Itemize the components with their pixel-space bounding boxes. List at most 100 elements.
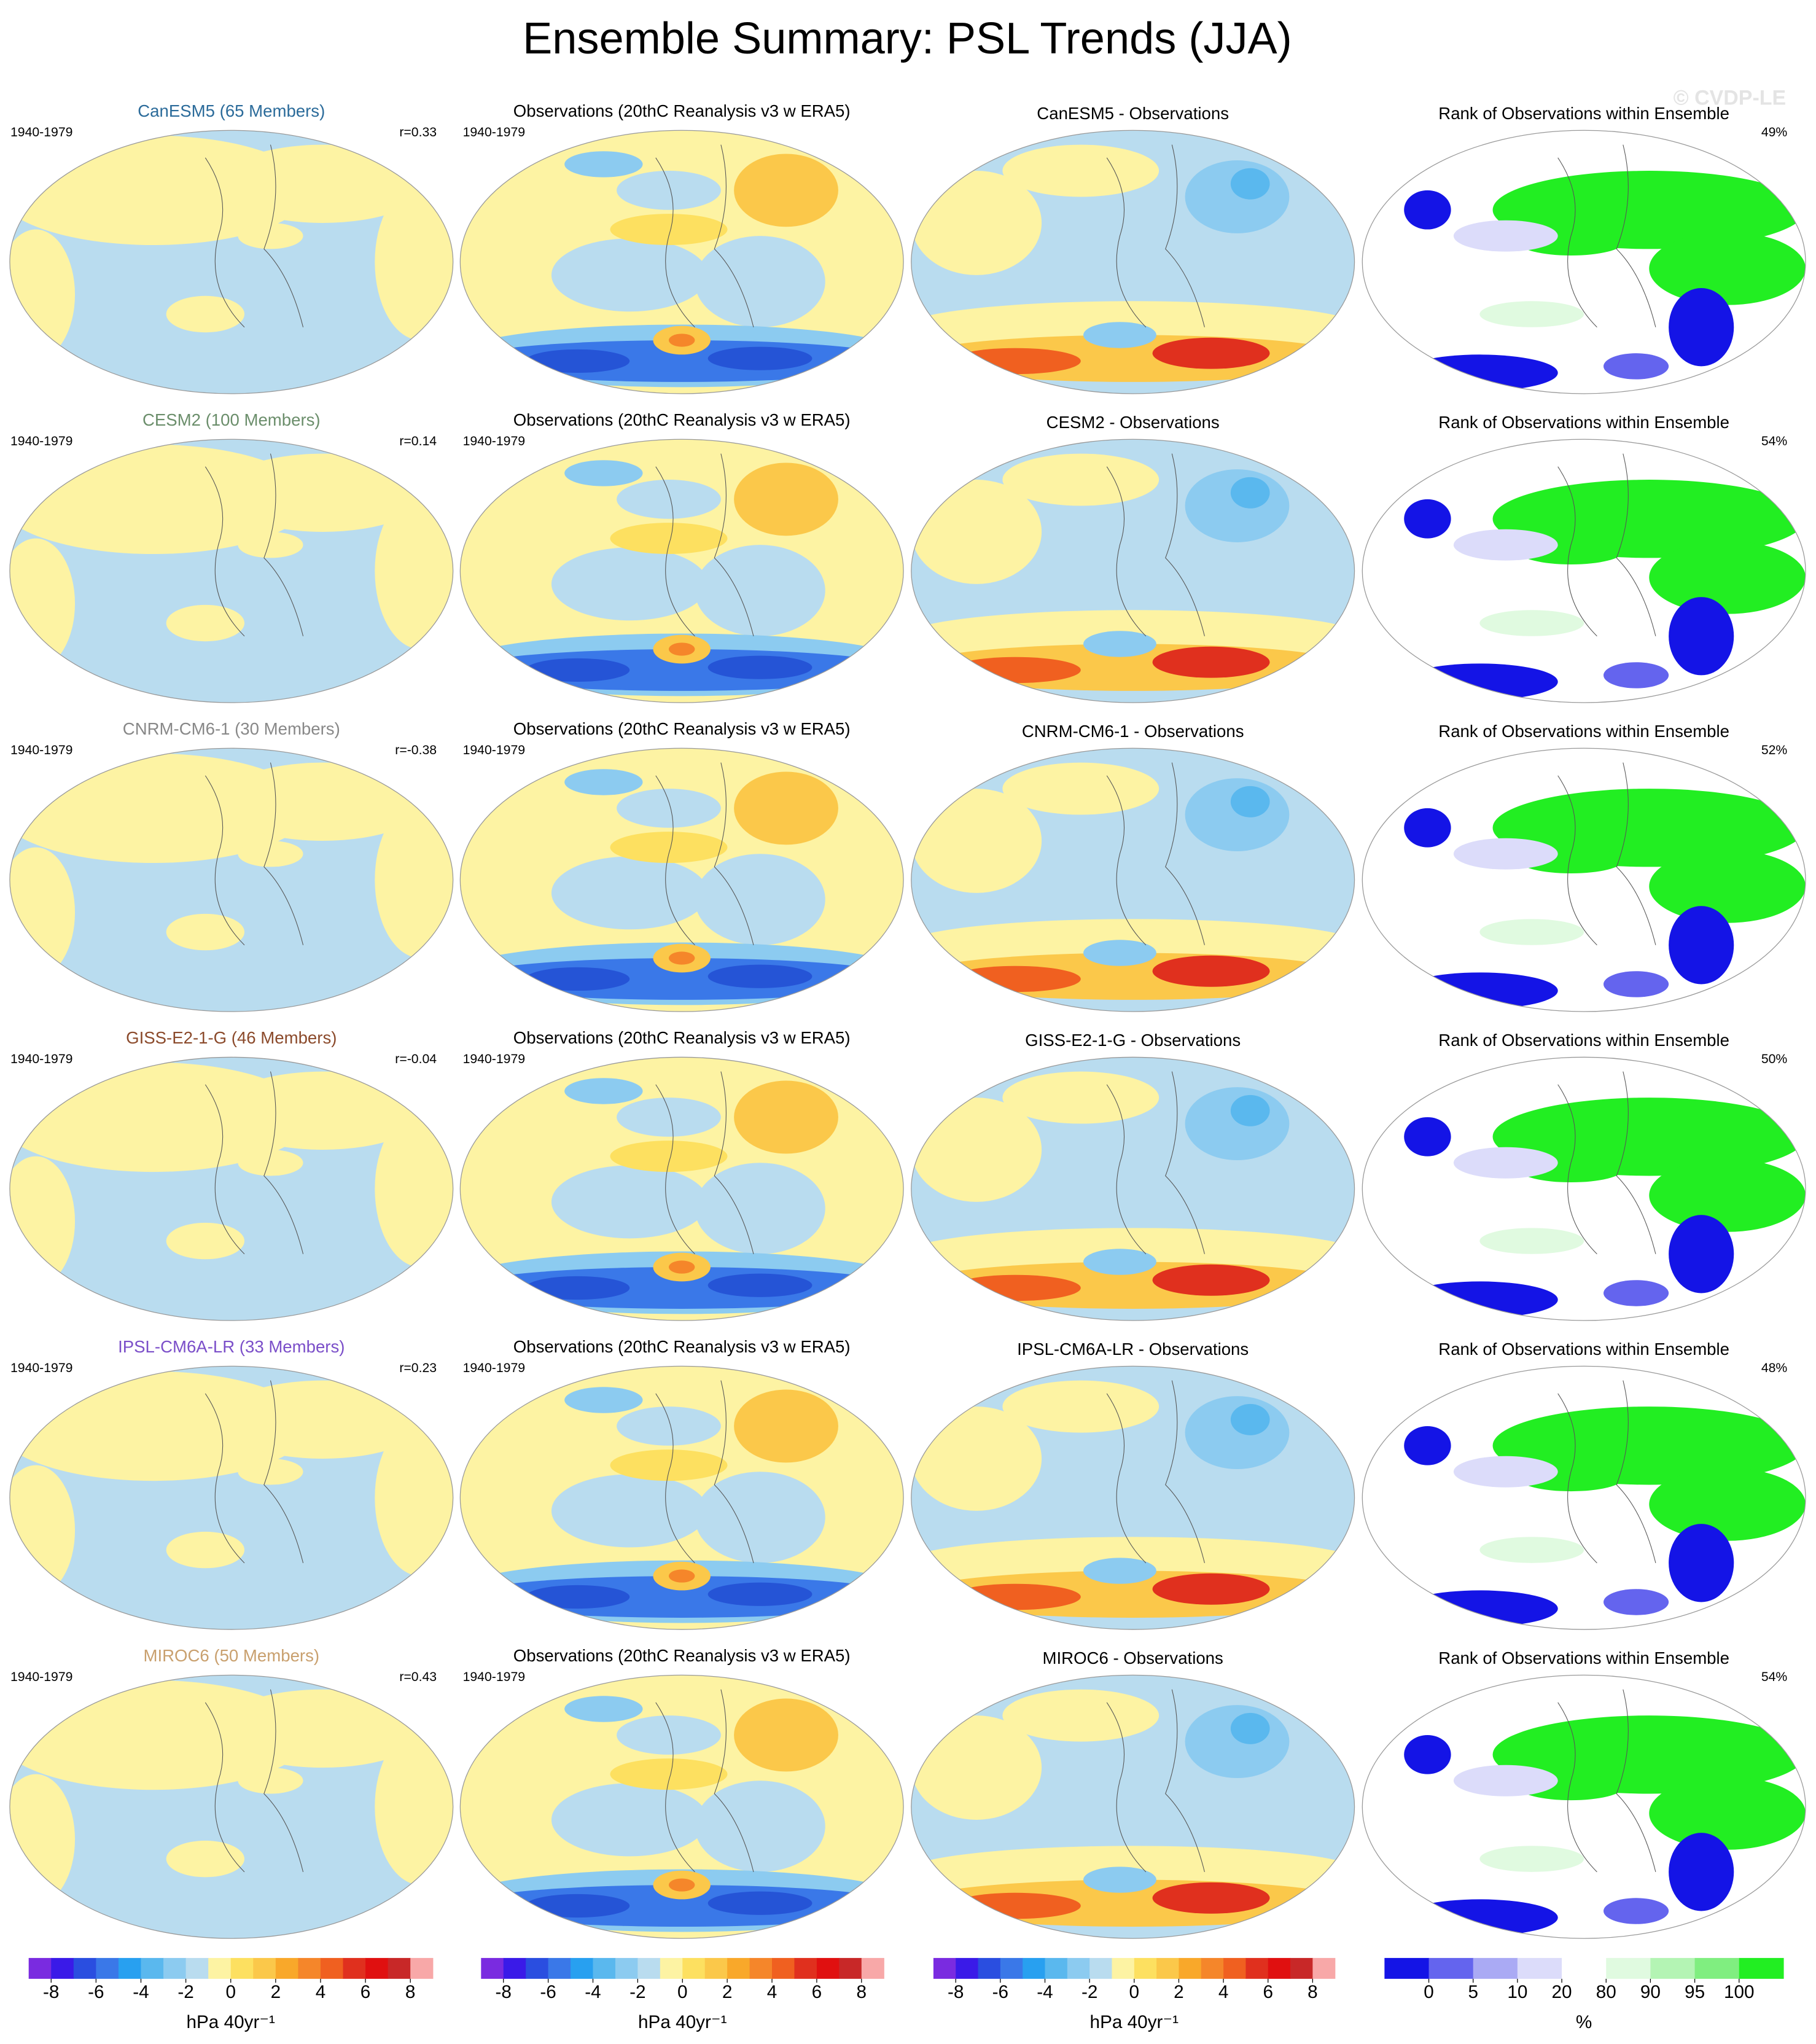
map-field	[707, 1891, 813, 1915]
map-border	[911, 439, 1355, 703]
rank-percent: 50%	[1761, 1052, 1788, 1066]
correlation-label: r=-0.38	[395, 743, 437, 757]
colorbar-box	[704, 1957, 728, 1979]
colorbar-box	[96, 1957, 119, 1979]
map-field	[1002, 453, 1159, 506]
colorbar-box	[388, 1957, 411, 1979]
coastline	[1557, 762, 1656, 946]
map-field	[1479, 1537, 1584, 1563]
colorbar-tick-label: 6	[360, 1982, 371, 2002]
map-field	[166, 913, 245, 951]
map-field	[1083, 322, 1156, 348]
colorbar-box	[503, 1957, 526, 1979]
colorbar-tick-label: 8	[857, 1982, 867, 2002]
colorbar-tick-label: -6	[992, 1982, 1008, 2002]
colorbar-tick-label: 0	[1424, 1982, 1434, 2002]
colorbar-box	[571, 1957, 594, 1979]
map-field	[238, 1768, 303, 1794]
map-field	[1185, 469, 1290, 542]
coastline	[655, 1071, 754, 1255]
colorbar-tick-label: 4	[1218, 1982, 1229, 2002]
map-field	[1404, 190, 1451, 230]
map-field	[218, 1689, 427, 1768]
map-field	[950, 1583, 1081, 1610]
period-label: 1940-1979	[10, 125, 72, 139]
map-border	[9, 747, 454, 1012]
correlation-label: r=0.43	[399, 1670, 437, 1684]
map-field	[166, 1840, 245, 1878]
map-border	[9, 439, 454, 703]
map-border	[911, 1674, 1355, 1939]
map-border	[911, 130, 1355, 394]
map-field	[375, 802, 453, 958]
map	[911, 130, 1355, 394]
map-field	[525, 349, 630, 373]
map	[9, 748, 453, 1012]
colorbar-box	[1384, 1957, 1430, 1979]
colorbar-tick-label: -2	[629, 1982, 645, 2002]
map	[911, 1366, 1355, 1630]
colorbar-box	[1562, 1957, 1607, 1979]
map-field	[551, 547, 708, 621]
colorbar-box	[481, 1957, 504, 1979]
map-border	[459, 1365, 904, 1630]
map-border	[1362, 747, 1806, 1012]
map-field	[1649, 1776, 1806, 1850]
map-field	[1401, 1281, 1558, 1318]
map-border	[9, 130, 454, 394]
panel-title: CanESM5 - Observations	[1037, 104, 1229, 123]
map-field	[238, 1150, 303, 1176]
colorbar-units: hPa 40yr⁻¹	[638, 2012, 727, 2032]
map-field	[1083, 1867, 1156, 1893]
map-field	[1479, 1228, 1584, 1254]
map-field	[1649, 1467, 1806, 1541]
colorbar-box	[1694, 1957, 1740, 1979]
map-field	[1152, 1573, 1270, 1605]
map-field	[617, 171, 721, 210]
colorbar-tick-label: 6	[1263, 1982, 1273, 2002]
map-border	[911, 1056, 1355, 1321]
map-border	[9, 1674, 454, 1939]
map-field	[9, 1774, 76, 1905]
map-border	[1362, 1674, 1806, 1939]
colorbar-box	[1134, 1957, 1157, 1979]
colorbar-box	[861, 1957, 884, 1979]
correlation-label: r=0.14	[399, 434, 437, 448]
colorbar-tick-label: 0	[677, 1982, 688, 2002]
panel-title: CESM2 (100 Members)	[142, 410, 321, 429]
map-field	[707, 1582, 813, 1606]
coastline	[1557, 1380, 1656, 1564]
map-field	[1230, 786, 1270, 817]
map-field	[911, 1715, 1042, 1820]
coastline	[1557, 1689, 1656, 1873]
colorbar-box	[1473, 1957, 1518, 1979]
map-field	[617, 789, 721, 828]
colorbar-box	[298, 1957, 321, 1979]
map-field	[166, 295, 245, 333]
colorbar-tick-label: 80	[1596, 1982, 1616, 2002]
map-border	[9, 1056, 454, 1321]
map-field	[610, 523, 728, 555]
colorbar-box	[1268, 1957, 1291, 1979]
map-field	[950, 965, 1081, 993]
map-field	[1669, 1524, 1734, 1602]
colorbar-tick-label: 100	[1724, 1982, 1755, 2002]
map-field	[610, 1449, 728, 1481]
rank-percent: 54%	[1761, 434, 1788, 448]
colorbar-box	[1089, 1957, 1113, 1979]
colorbar-box	[141, 1957, 164, 1979]
map-field	[1453, 838, 1558, 870]
colorbar-tick-label: 20	[1552, 1982, 1572, 2002]
map	[1362, 1675, 1806, 1939]
map-field	[1185, 1705, 1290, 1779]
panel-title: CNRM-CM6-1 (30 Members)	[123, 719, 340, 738]
panel-title: Rank of Observations within Ensemble	[1438, 413, 1729, 432]
map-field	[1603, 662, 1669, 688]
map-field	[1479, 610, 1584, 636]
colorbar-box	[253, 1957, 276, 1979]
map-field	[1669, 288, 1734, 367]
period-label: 1940-1979	[10, 1670, 72, 1684]
map-field	[551, 238, 708, 312]
map-field	[564, 1387, 643, 1413]
map-field	[525, 1276, 630, 1300]
